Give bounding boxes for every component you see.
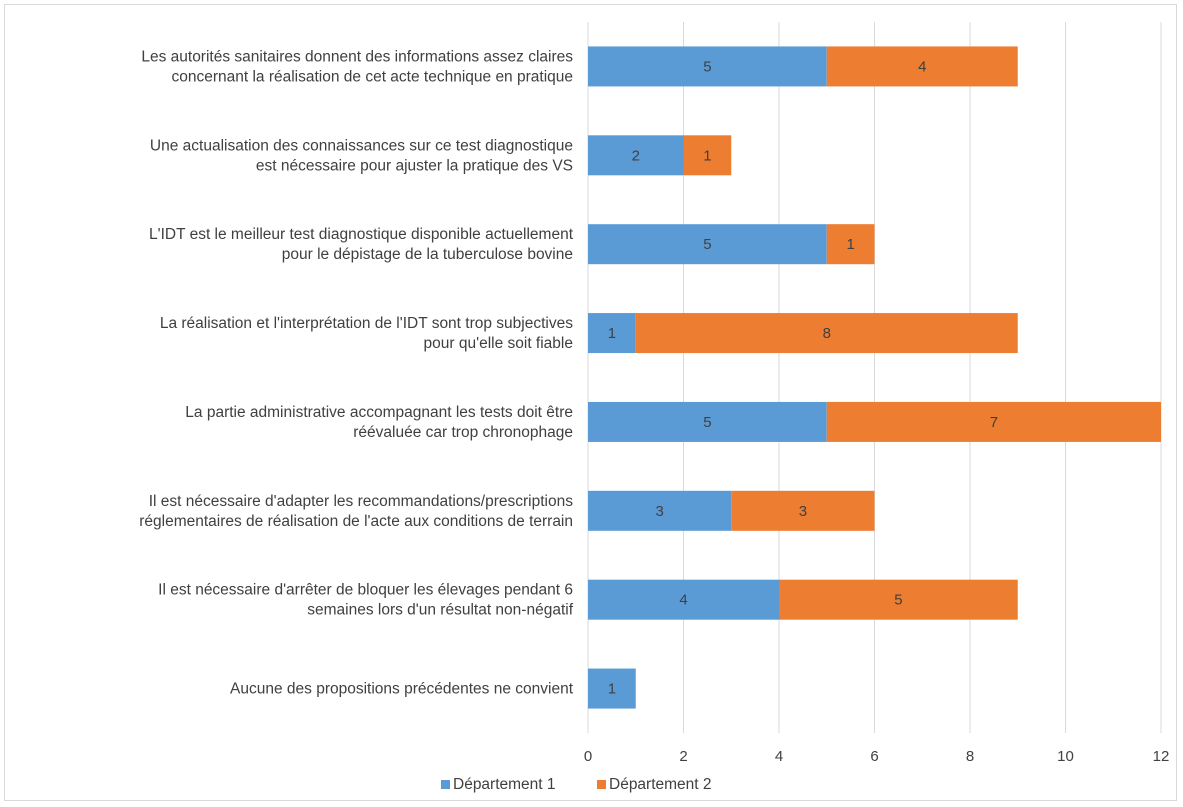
x-tick-label: 4 — [775, 748, 783, 765]
bar-value-label: 1 — [608, 325, 616, 342]
bar-value-label: 1 — [703, 147, 711, 164]
gridlines — [587, 22, 1162, 733]
bar-segment — [826, 46, 1018, 87]
bars: 5 42 15 11 85 73 34 51 — [588, 46, 1161, 709]
bar-segment — [826, 401, 1161, 442]
bar-segment — [826, 224, 875, 265]
category-label: Les autorités sanitaires donnent des inf… — [141, 48, 573, 65]
category-label: semaines lors d'un résultat non-négatif — [307, 602, 573, 619]
category-label: La partie administrative accompagnant le… — [185, 404, 573, 421]
legend-label: Département 1 — [453, 776, 556, 793]
bar-segment — [588, 401, 827, 442]
bar-segment — [588, 224, 827, 265]
category-label: Il est nécessaire d'arrêter de bloquer l… — [158, 582, 573, 599]
bar-segment — [779, 579, 1018, 620]
bar-value-label: 1 — [846, 236, 854, 253]
bar-value-label: 4 — [918, 58, 926, 75]
legend-swatch — [597, 780, 606, 789]
x-tick-label: 12 — [1153, 748, 1170, 765]
bar-segment — [588, 579, 779, 620]
category-label: est nécessaire pour ajuster la pratique … — [256, 157, 573, 174]
legend-swatch — [441, 780, 450, 789]
bar-value-label: 7 — [990, 414, 998, 431]
bar-segment — [588, 313, 636, 354]
legend-label: Département 2 — [609, 776, 712, 793]
category-label: pour qu'elle soit fiable — [424, 335, 573, 352]
bar-segment — [635, 313, 1018, 354]
bar-value-label: 3 — [655, 503, 663, 520]
x-tick-label: 8 — [966, 748, 974, 765]
bar-value-label: 5 — [703, 236, 711, 253]
bar-value-label: 1 — [608, 681, 616, 698]
legend: Département 1 Département 2 — [441, 776, 712, 793]
x-tick-label: 2 — [679, 748, 687, 765]
bar-segment — [731, 490, 875, 531]
category-label: La réalisation et l'interprétation de l'… — [160, 315, 573, 332]
category-label: concernant la réalisation de cet acte te… — [171, 68, 573, 85]
bar-segment — [683, 135, 732, 176]
bar-segment — [588, 490, 732, 531]
bar-value-label: 5 — [703, 414, 711, 431]
x-tick-labels: 0 2 4 6 8 10 12 — [584, 748, 1170, 765]
x-tick-label: 6 — [870, 748, 878, 765]
category-label: L'IDT est le meilleur test diagnostique … — [149, 226, 574, 243]
category-label: Une actualisation des connaissances sur … — [150, 137, 573, 154]
bar-value-label: 3 — [799, 503, 807, 520]
bar-value-label: 5 — [894, 592, 902, 609]
category-label: pour le dépistage de la tuberculose bovi… — [282, 246, 573, 263]
bar-segment — [588, 668, 636, 709]
bar-value-label: 2 — [632, 147, 640, 164]
category-label: Aucune des propositions précédentes ne c… — [230, 681, 574, 698]
category-label: réglementaires de réalisation de l'acte … — [139, 513, 573, 530]
bar-value-label: 4 — [679, 592, 687, 609]
bar-segment — [588, 135, 684, 176]
bar-value-label: 5 — [703, 58, 711, 75]
bar-value-label: 8 — [823, 325, 831, 342]
bar-segment — [588, 46, 827, 87]
category-labels: Les autorités sanitaires donnent des inf… — [139, 48, 573, 697]
category-label: Il est nécessaire d'adapter les recomman… — [149, 493, 574, 510]
category-label: réévaluée car trop chronophage — [353, 424, 573, 441]
x-tick-label: 10 — [1057, 748, 1074, 765]
x-tick-label: 0 — [584, 748, 592, 765]
